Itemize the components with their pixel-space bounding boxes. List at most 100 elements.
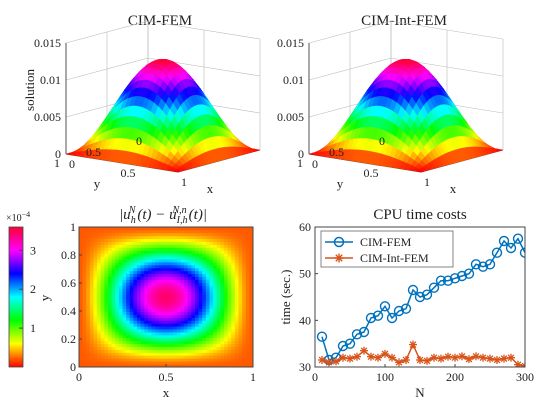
heatmap-cell xyxy=(129,346,134,350)
heatmap-cell xyxy=(245,314,250,318)
heatmap-cell xyxy=(162,299,167,304)
heatmap-cell xyxy=(224,305,229,310)
heatmap-cell xyxy=(195,247,200,251)
heatmap-cell xyxy=(224,288,229,292)
heatmap-cell xyxy=(82,317,87,321)
heatmap-cell xyxy=(216,340,221,345)
heatmap-cell xyxy=(133,247,138,251)
heatmap-cell xyxy=(140,227,145,231)
heatmap-cell xyxy=(144,326,149,330)
heatmap-cell xyxy=(147,250,152,254)
heatmap-cell xyxy=(231,320,236,324)
heatmap-cell xyxy=(205,340,210,345)
surface-xtick-label: 0.5 xyxy=(364,166,379,180)
heatmap-cell xyxy=(180,294,185,298)
heatmap-cell xyxy=(176,282,181,286)
heatmap-cell xyxy=(195,256,200,260)
heatmap-cell xyxy=(82,235,87,240)
heatmap-cell xyxy=(93,241,98,245)
heatmap-cell xyxy=(97,346,102,350)
heatmap-cell xyxy=(122,311,127,315)
heatmap-cell xyxy=(205,320,210,324)
heatmap-cell xyxy=(187,305,192,310)
heatmap-cell xyxy=(213,349,218,353)
heatmap-cell xyxy=(202,334,207,339)
heatmap-cell xyxy=(195,264,200,269)
heatmap-cell xyxy=(93,326,98,330)
heatmap-cell xyxy=(144,346,149,350)
heatmap-cell xyxy=(198,250,203,254)
heatmap-cell xyxy=(151,267,156,272)
heatmap-cell xyxy=(144,329,149,333)
heatmap-cell xyxy=(126,285,131,289)
heatmap-cell xyxy=(216,352,221,356)
heatmap-cell xyxy=(137,276,142,280)
heatmap-cell xyxy=(231,279,236,283)
heatmap-cell xyxy=(224,256,229,260)
heatmap-cell xyxy=(173,267,178,272)
heatmap-cell xyxy=(86,302,91,307)
heatmap-cell xyxy=(133,250,138,254)
heatmap-cell xyxy=(227,259,232,263)
heatmap-cell xyxy=(111,241,116,245)
heatmap-cell xyxy=(93,302,98,307)
heatmap-cell xyxy=(82,267,87,272)
heatmap-cell xyxy=(220,320,225,324)
heatmap-cell xyxy=(202,262,207,266)
legend-box xyxy=(320,230,454,268)
surface-zlabel: solution xyxy=(22,69,37,111)
heatmap-cell xyxy=(195,250,200,254)
heatmap-cell xyxy=(242,337,247,342)
surface-ztick-label: 0.005 xyxy=(277,110,304,124)
surface-xlabel: x xyxy=(450,181,457,196)
heatmap-cell xyxy=(245,294,250,298)
heatmap-cell xyxy=(122,297,127,301)
heatmap-cell xyxy=(158,285,163,289)
heatmap-cell xyxy=(184,311,189,315)
heatmap-cell xyxy=(213,227,218,231)
heatmap-cell xyxy=(147,238,152,242)
heatmap-cell xyxy=(118,270,123,275)
heatmap-cell xyxy=(126,253,131,257)
heatmap-cell xyxy=(147,352,152,356)
heatmap-cell xyxy=(86,256,91,260)
heatmap-cell xyxy=(184,314,189,318)
heatmap-cell xyxy=(79,229,84,234)
heatmap-cell xyxy=(162,238,167,242)
heatmap-cell xyxy=(89,355,94,359)
heatmap-cell xyxy=(155,305,160,310)
heatmap-cell xyxy=(180,302,185,307)
heatmap-cell xyxy=(209,229,214,234)
heatmap-cell xyxy=(227,332,232,336)
heatmap-cell xyxy=(173,273,178,277)
heatmap-cell xyxy=(118,264,123,269)
heatmap-cell xyxy=(180,317,185,321)
heatmap-cell xyxy=(111,253,116,257)
heatmap-cell xyxy=(151,297,156,301)
heatmap-cell xyxy=(97,238,102,242)
heatmap-cell xyxy=(151,232,156,237)
heatmap-cell xyxy=(104,250,109,254)
heatmap-cell xyxy=(238,259,243,263)
heatmap-cell xyxy=(213,294,218,298)
heatmap-cell xyxy=(216,253,221,257)
heatmap-cell xyxy=(104,323,109,327)
heatmap-cell xyxy=(176,317,181,321)
heatmap-cell xyxy=(180,285,185,289)
heatmap-cell xyxy=(245,264,250,269)
heatmap-cell xyxy=(231,259,236,263)
heatmap-cell xyxy=(180,250,185,254)
heatmap-cell xyxy=(129,247,134,251)
heatmap-cell xyxy=(191,364,196,368)
heatmap-cell xyxy=(115,285,120,289)
heatmap-cell xyxy=(118,320,123,324)
heatmap-cell xyxy=(238,279,243,283)
heatmap-cell xyxy=(216,250,221,254)
heatmap-cell xyxy=(82,299,87,304)
heatmap-cell xyxy=(162,314,167,318)
heatmap-cell xyxy=(209,244,214,248)
heatmap-cell xyxy=(231,276,236,280)
heatmap-cell xyxy=(166,326,171,330)
heatmap-cell xyxy=(187,273,192,277)
heatmap-cell xyxy=(216,273,221,277)
